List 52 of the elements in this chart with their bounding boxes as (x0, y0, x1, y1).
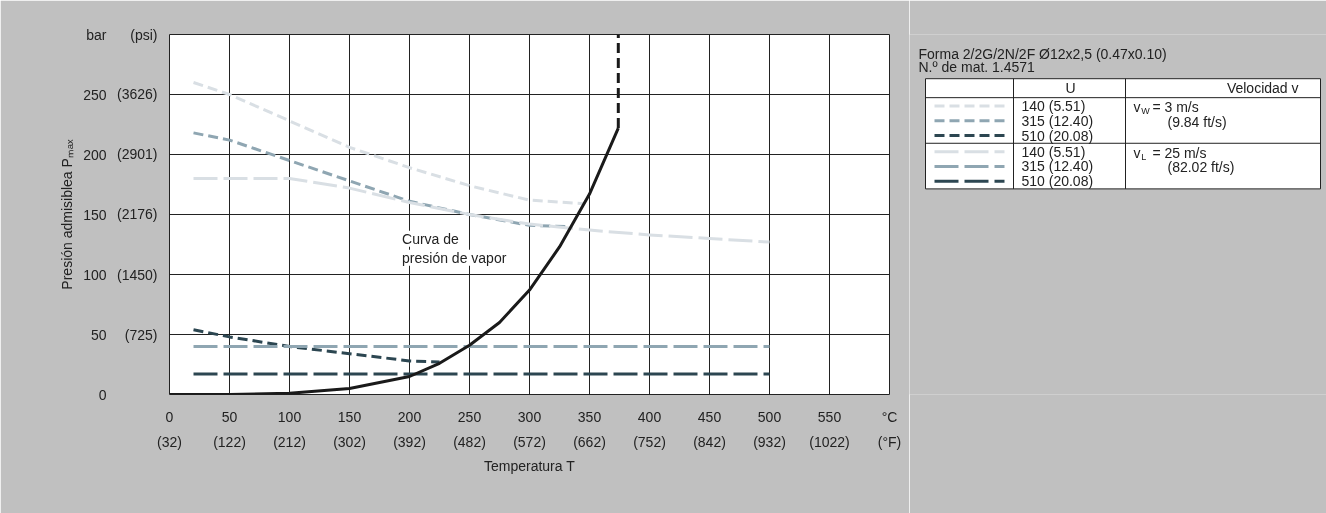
line-series (192, 177, 771, 244)
x-tick-label: 550 (817, 408, 842, 425)
y2-tick-label: (2176) (117, 206, 158, 223)
x2-tick-label: (32) (157, 433, 182, 450)
x2-tick-label: (752) (633, 433, 666, 450)
annotation: Curva de presión de vapor (402, 230, 507, 266)
x2-tick-label: (212) (273, 433, 306, 450)
x-tick-label: 400 (637, 408, 662, 425)
legend-title: Forma 2/2G/2N/2F Ø12x2,5 (0.47x0.10) N.º de mat. 1.4571 (918, 46, 1167, 76)
x2-tick-label: (572) (513, 433, 546, 450)
x2-tick-label: (932) (753, 433, 786, 450)
x2-tick-label: (392) (393, 433, 426, 450)
line-series (192, 81, 585, 206)
x-tick-label: 0 (165, 408, 174, 425)
x2-tick-label: (°F) (877, 433, 902, 450)
y2-tick-label: (psi) (130, 26, 158, 43)
legend-label: 140 (5.51) (1021, 143, 1086, 160)
y-tick-label: bar (86, 26, 107, 43)
text: U (1065, 80, 1076, 97)
x2-tick-label: (302) (333, 433, 366, 450)
x2-tick-label: (662) (573, 433, 606, 450)
y-axis-title: Presión admisiblea Pₘₐₓ (59, 138, 76, 290)
x-tick-label: 300 (517, 408, 542, 425)
x-tick-label: 150 (337, 408, 362, 425)
x2-tick-label: (1022) (809, 433, 850, 450)
x-tick-label: 200 (397, 408, 422, 425)
x-tick-label: 500 (757, 408, 782, 425)
y-tick-label: 250 (83, 86, 107, 103)
line-series (192, 328, 441, 364)
x-tick-label: 350 (577, 408, 602, 425)
x-tick-label: 250 (457, 408, 482, 425)
text: Velocidad v (1226, 80, 1299, 97)
line-series (192, 131, 567, 228)
y-tick-label: 100 (83, 266, 107, 283)
x2-tick-label: (122) (213, 433, 246, 450)
legend-label: 140 (5.51) (1021, 98, 1086, 115)
y2-tick-label: (725) (124, 326, 158, 343)
x-tick-label: 100 (277, 408, 302, 425)
y2-tick-label: (3626) (117, 86, 158, 103)
x2-tick-label: (842) (693, 433, 726, 450)
x2-tick-label: (482) (453, 433, 486, 450)
x-tick-label: 50 (221, 408, 238, 425)
x-tick-label: 450 (697, 408, 722, 425)
x-axis-title: Temperatura T (483, 457, 576, 474)
y2-tick-label: (2901) (117, 146, 158, 163)
legend-label: 510 (20.08) (1021, 173, 1094, 190)
y2-tick-label: (1450) (117, 266, 158, 283)
y-tick-label: 200 (83, 146, 107, 163)
y-tick-label: 150 (83, 206, 107, 223)
y-tick-label: 50 (90, 326, 107, 343)
x-tick-label: °C (881, 408, 898, 425)
y-tick-label: 0 (98, 386, 107, 403)
